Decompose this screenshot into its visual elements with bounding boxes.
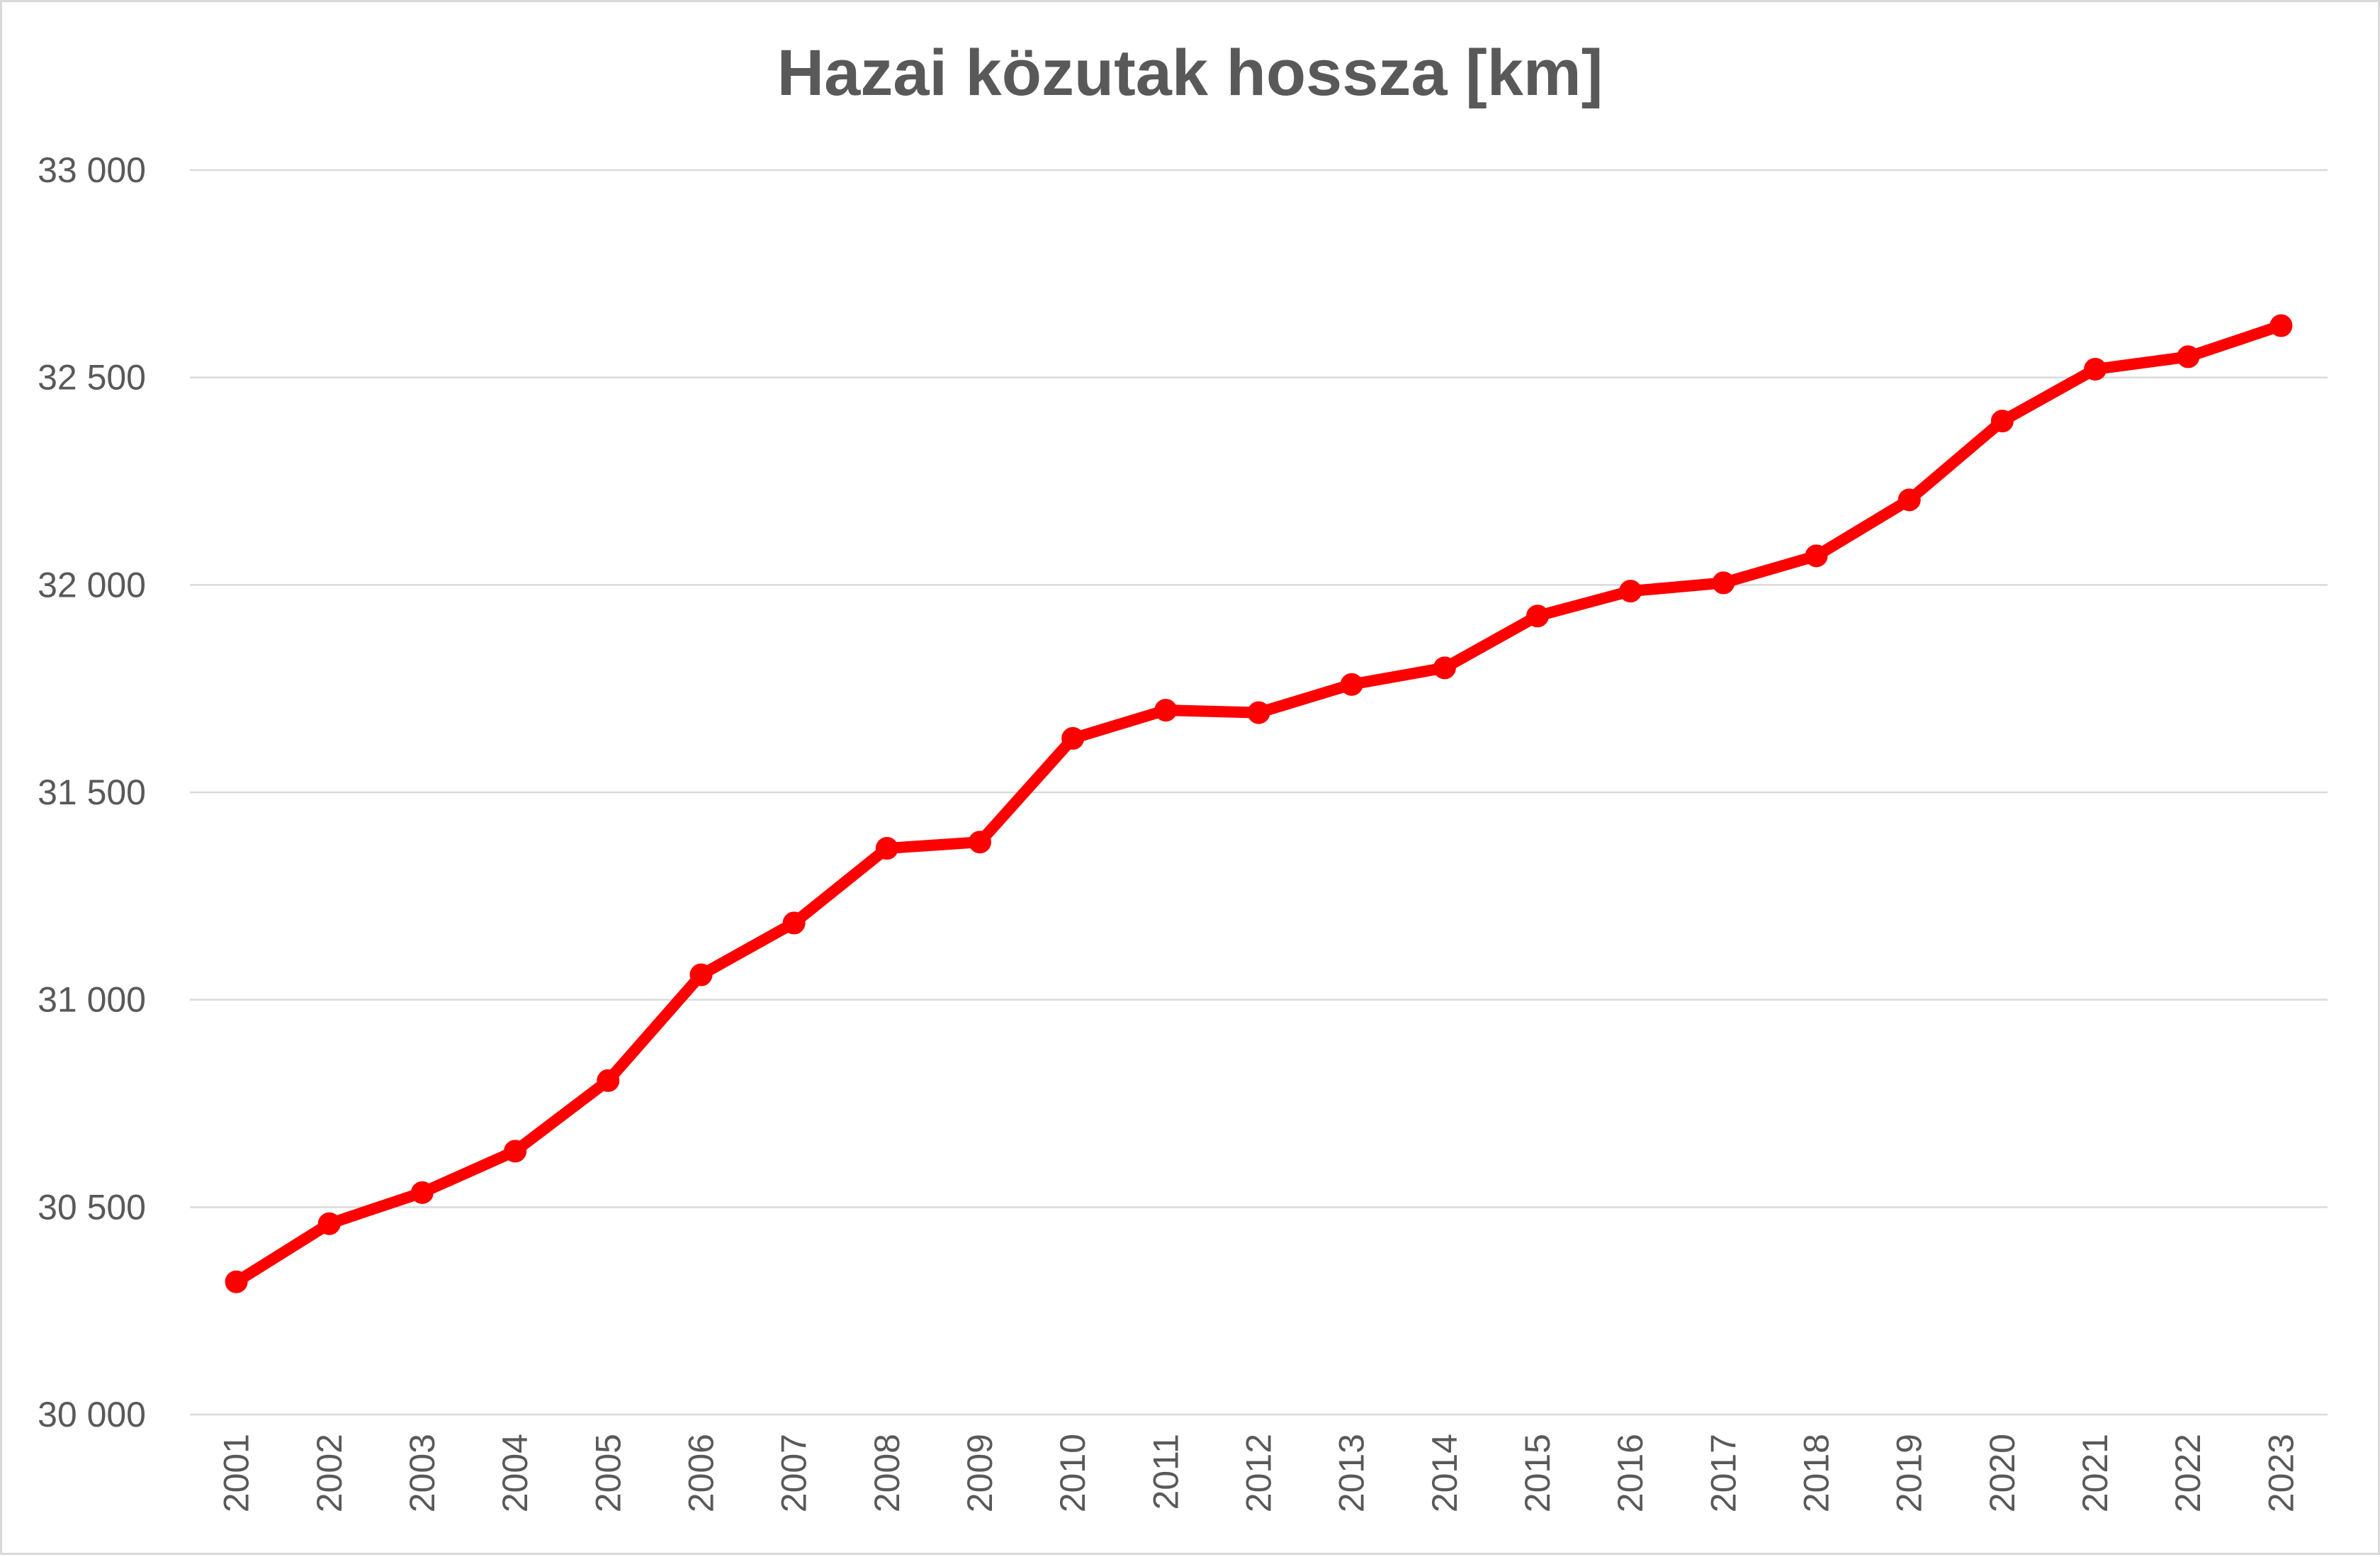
data-point bbox=[782, 911, 806, 935]
x-tick-label: 2017 bbox=[1703, 1434, 1743, 1512]
x-tick-label: 2006 bbox=[681, 1434, 721, 1512]
x-tick-label: 2022 bbox=[2168, 1434, 2208, 1512]
x-tick-label: 2005 bbox=[588, 1434, 628, 1512]
x-tick-label: 2021 bbox=[2075, 1434, 2115, 1512]
data-point bbox=[1526, 605, 1550, 628]
data-point bbox=[968, 831, 991, 854]
data-point bbox=[689, 963, 713, 987]
data-point bbox=[1619, 580, 1642, 603]
data-point bbox=[317, 1212, 341, 1235]
x-tick-label: 2016 bbox=[1611, 1434, 1650, 1512]
x-tick-label: 2013 bbox=[1332, 1434, 1372, 1512]
y-tick-label: 31 500 bbox=[38, 772, 146, 812]
x-tick-label: 2008 bbox=[867, 1434, 907, 1512]
data-point bbox=[1805, 544, 1828, 568]
x-tick-label: 2018 bbox=[1797, 1434, 1837, 1512]
y-tick-label: 32 000 bbox=[38, 565, 146, 605]
data-point bbox=[1154, 699, 1178, 722]
data-point bbox=[1340, 673, 1363, 696]
x-tick-label: 2014 bbox=[1425, 1434, 1465, 1512]
x-tick-label: 2004 bbox=[495, 1434, 535, 1512]
data-point bbox=[504, 1140, 527, 1163]
x-tick-label: 2010 bbox=[1053, 1434, 1093, 1512]
data-point bbox=[875, 837, 898, 860]
data-point bbox=[1247, 701, 1270, 724]
x-tick-label: 2012 bbox=[1239, 1434, 1279, 1512]
data-point bbox=[1897, 488, 1921, 512]
x-tick-label: 2019 bbox=[1890, 1434, 1929, 1512]
data-point bbox=[225, 1270, 248, 1293]
series-line bbox=[230, 320, 2287, 1288]
x-tick-label: 2007 bbox=[774, 1434, 814, 1512]
data-point bbox=[2269, 314, 2293, 337]
y-tick-label: 30 000 bbox=[38, 1395, 146, 1434]
x-tick-label: 2015 bbox=[1518, 1434, 1557, 1512]
x-tick-label: 2020 bbox=[1983, 1434, 2022, 1512]
x-tick-label: 2001 bbox=[217, 1434, 256, 1512]
y-tick-label: 30 500 bbox=[38, 1187, 146, 1227]
data-point bbox=[1061, 726, 1085, 750]
data-point bbox=[2177, 345, 2200, 369]
x-tick-label: 2003 bbox=[402, 1434, 442, 1512]
data-point bbox=[1433, 656, 1456, 680]
y-tick-label: 33 000 bbox=[38, 150, 146, 190]
x-tick-label: 2011 bbox=[1146, 1434, 1185, 1510]
y-tick-label: 32 500 bbox=[38, 358, 146, 398]
y-tick-label: 31 000 bbox=[38, 980, 146, 1020]
chart-title: Hazai közutak hossza [km] bbox=[777, 37, 1603, 109]
x-tick-label: 2023 bbox=[2261, 1434, 2301, 1512]
data-point bbox=[1712, 571, 1735, 595]
x-tick-label: 2002 bbox=[310, 1434, 349, 1512]
data-point bbox=[2084, 357, 2107, 381]
x-tick-label: 2009 bbox=[960, 1434, 1000, 1512]
data-point bbox=[410, 1181, 434, 1204]
data-point bbox=[1990, 410, 2014, 433]
data-point bbox=[597, 1069, 620, 1092]
